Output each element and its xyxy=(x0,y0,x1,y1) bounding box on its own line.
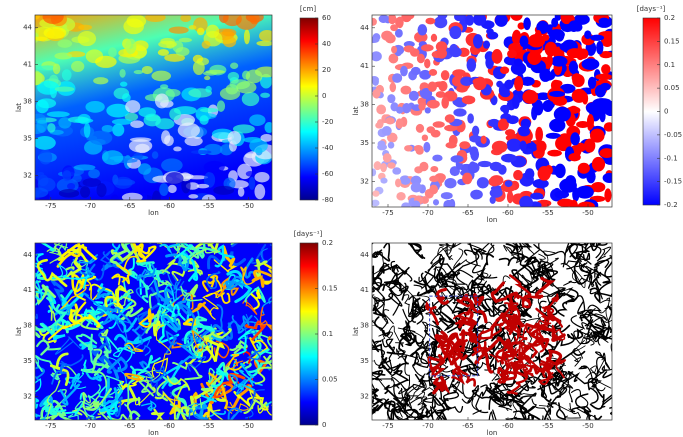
y-tick-label: 32 xyxy=(360,177,369,185)
y-axis-label: lat xyxy=(15,103,23,112)
y-tick-label: 44 xyxy=(23,23,32,31)
y-tick-label: 35 xyxy=(360,139,369,147)
y-tick-label: 44 xyxy=(360,24,369,32)
x-tick-label: -55 xyxy=(542,209,553,217)
x-tick-label: -65 xyxy=(462,209,473,217)
colorbar-tick-label: 0.05 xyxy=(664,84,680,92)
colorbar-tick-label: -20 xyxy=(322,118,333,126)
x-tick-label: -65 xyxy=(462,422,473,430)
panel: -75 -70 -65 -60 -55 -50 32 35 38 41 44 lon lat xyxy=(352,242,613,437)
y-axis-label: lat xyxy=(15,327,23,336)
x-tick-label: -60 xyxy=(502,209,513,217)
y-tick-label: 38 xyxy=(23,97,32,105)
colorbar-tick-label: 0.1 xyxy=(664,61,675,69)
x-tick-label: -55 xyxy=(203,422,214,430)
colorbar-tick-label: 0.15 xyxy=(664,37,680,45)
x-tick-label: -70 xyxy=(85,202,96,210)
x-tick-label: -50 xyxy=(243,202,254,210)
box-outline xyxy=(429,295,479,377)
y-tick-label: 35 xyxy=(23,357,32,365)
colorbar-tick-label: -60 xyxy=(322,170,333,178)
colorbar-tick-label: 0.15 xyxy=(322,285,338,293)
x-tick-label: -70 xyxy=(422,209,433,217)
y-tick-label: 44 xyxy=(360,251,369,259)
plot-frame xyxy=(371,242,613,421)
y-tick-label: 41 xyxy=(360,62,369,70)
x-axis-label: lon xyxy=(487,429,498,437)
y-tick-label: 38 xyxy=(360,322,369,330)
colorbar-tick-label: 0 xyxy=(322,421,326,429)
y-tick-label: 44 xyxy=(23,251,32,259)
y-tick-label: 41 xyxy=(23,286,32,294)
y-tick-label: 38 xyxy=(360,101,369,109)
x-axis-label: lon xyxy=(148,429,159,437)
colorbar-tick-label: -0.05 xyxy=(664,131,682,139)
plot-frame xyxy=(371,14,613,208)
colorbar-label: [days⁻¹] xyxy=(637,5,666,13)
y-tick-label: 38 xyxy=(23,322,32,330)
x-tick-label: -50 xyxy=(243,422,254,430)
colorbar-tick-label: -0.2 xyxy=(664,201,678,209)
panel: -75 -70 -65 -60 -55 -50 32 35 38 41 44 lon lat 0.2 0.1… xyxy=(15,230,338,437)
field xyxy=(35,15,272,200)
colorbar xyxy=(299,17,319,201)
x-tick-label: -70 xyxy=(422,422,433,430)
y-tick-label: 41 xyxy=(23,60,32,68)
x-tick-label: -70 xyxy=(85,422,96,430)
x-tick-label: -65 xyxy=(124,202,135,210)
x-tick-label: -50 xyxy=(582,422,593,430)
x-axis-label: lon xyxy=(487,216,498,224)
y-tick-label: 35 xyxy=(23,134,32,142)
x-tick-label: -60 xyxy=(164,202,175,210)
colorbar-tick-label: 40 xyxy=(322,40,331,48)
colorbar-tick-label: 0.1 xyxy=(322,330,333,338)
colorbar-tick-label: 0.05 xyxy=(322,376,338,384)
y-tick-label: 32 xyxy=(23,392,32,400)
x-tick-label: -60 xyxy=(164,422,175,430)
colorbar-label: [cm] xyxy=(300,5,316,13)
colorbar-tick-label: -40 xyxy=(322,144,333,152)
x-tick-label: -75 xyxy=(45,202,56,210)
field xyxy=(372,15,612,207)
y-tick-label: 41 xyxy=(360,286,369,294)
x-tick-label: -60 xyxy=(502,422,513,430)
plot-frame xyxy=(34,242,273,421)
colorbar-tick-label: 20 xyxy=(322,66,331,74)
y-tick-label: 35 xyxy=(360,357,369,365)
x-tick-label: -55 xyxy=(542,422,553,430)
x-tick-label: -55 xyxy=(203,202,214,210)
colorbar-label: [days⁻¹] xyxy=(294,230,323,238)
colorbar-tick-label: 0 xyxy=(322,92,326,100)
plot-frame xyxy=(34,14,273,201)
colorbar-tick-label: -80 xyxy=(322,196,333,204)
colorbar-tick-label: -0.1 xyxy=(664,154,678,162)
y-axis-label: lat xyxy=(352,327,360,336)
y-tick-label: 32 xyxy=(23,171,32,179)
panel: -75 -70 -65 -60 -55 -50 32 35 38 41 44 lon lat 0.2 0.1… xyxy=(352,5,682,224)
x-axis-label: lon xyxy=(148,209,159,217)
x-tick-label: -75 xyxy=(382,209,393,217)
x-tick-label: -50 xyxy=(582,209,593,217)
colorbar-tick-label: 0.2 xyxy=(664,14,675,22)
x-tick-label: -65 xyxy=(124,422,135,430)
y-axis-label: lat xyxy=(352,106,360,115)
colorbar-tick-label: 0.2 xyxy=(322,239,333,247)
colorbar-tick-label: 60 xyxy=(322,14,331,22)
colorbar-tick-label: -0.15 xyxy=(664,178,682,186)
colorbar-tick-label: 0 xyxy=(664,108,668,116)
field xyxy=(372,243,612,420)
x-tick-label: -75 xyxy=(382,422,393,430)
panel: -75 -70 -65 -60 -55 -50 32 35 38 41 44 lon lat 60 40 20… xyxy=(15,5,333,217)
x-tick-label: -75 xyxy=(45,422,56,430)
y-tick-label: 32 xyxy=(360,392,369,400)
field xyxy=(35,243,272,420)
